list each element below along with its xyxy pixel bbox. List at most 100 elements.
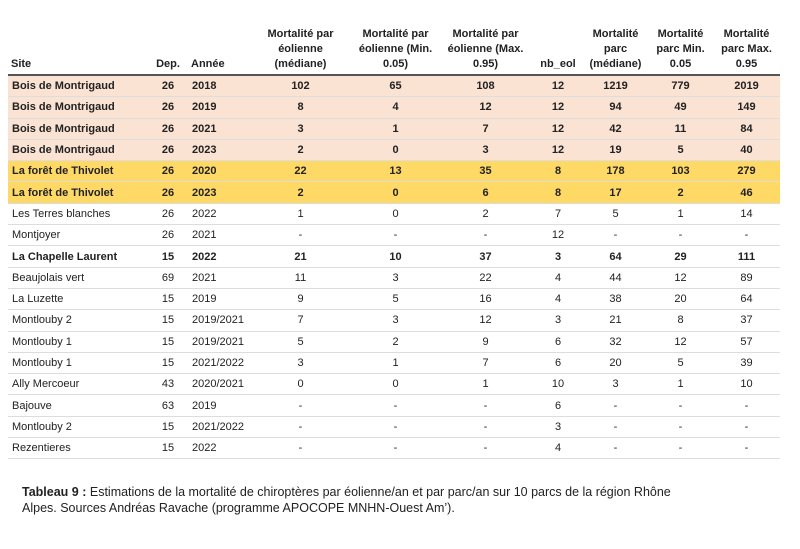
table-cell: 26 [148,181,188,204]
table-cell: Montlouby 2 [8,416,148,439]
table-cell: 26 [148,96,188,119]
table-cell: 7 [248,309,353,332]
table-row: Bois de Montrigaud 26 2018 102 65 108 12 1219 77… [8,75,780,98]
table-cell: - [648,416,713,439]
table-cell: 2020/2021 [188,373,248,396]
table-cell: 63 [148,394,188,417]
column-header: Site [8,0,148,76]
table-cell: - [248,394,353,417]
table-cell: 4 [533,437,583,460]
table-cell: 103 [648,160,713,183]
table-cell: 6 [533,331,583,353]
table-cell: 0 [353,203,438,226]
table-cell: 178 [583,160,648,183]
table-cell: 2021 [188,224,248,247]
table-cell: 1 [353,352,438,375]
table-cell: La Luzette [8,288,148,311]
mortality-table: Site Dep. Année Mortalité par éolienne (méd… [8,0,780,460]
table-cell: 3 [353,267,438,289]
table-cell: 43 [148,373,188,396]
table-body: Bois de Montrigaud 26 2018 102 65 108 12 1219 77… [8,75,780,460]
table-cell: 2023 [188,181,248,204]
table-cell: Bois de Montrigaud [8,96,148,119]
table-cell: 94 [583,96,648,119]
table-cell: 7 [438,118,533,140]
table-cell: 12 [533,75,583,98]
table-cell: 3 [353,309,438,332]
table-cell: 38 [583,288,648,311]
table-row: Bois de Montrigaud 26 2019 8 4 12 12 94 49 149 [8,96,780,119]
table-row: Bois de Montrigaud 26 2021 3 1 7 12 42 11 84 [8,118,780,140]
table-cell: 4 [533,288,583,311]
table-cell: 0 [353,139,438,162]
table-cell: 22 [248,160,353,183]
table-cell: - [648,394,713,417]
table-cell: 6 [533,394,583,417]
table-cell: 149 [713,96,780,119]
table-cell: 2019 [188,96,248,119]
table-cell: - [353,394,438,417]
table-cell: 12 [533,96,583,119]
table-cell: - [713,437,780,460]
table-cell: 3 [438,139,533,162]
table-cell: 49 [648,96,713,119]
table-cell: 2 [438,203,533,226]
header-row: Site Dep. Année Mortalité par éolienne (méd… [8,0,780,76]
table-cell: 3 [533,309,583,332]
table-cell: 20 [583,352,648,375]
table-cell: 15 [148,288,188,311]
table-cell: Montlouby 2 [8,309,148,332]
table-row: La forêt de Thivolet 26 2020 22 13 35 8 178 103 2… [8,160,780,183]
table-cell: 2020 [188,160,248,183]
table-cell: 26 [148,139,188,162]
table-cell: 22 [438,267,533,289]
table-cell: 3 [248,118,353,140]
table-cell: - [438,394,533,417]
column-header: Mortalité par éolienne (Min. 0.05) [353,0,438,76]
table-cell: 8 [648,309,713,332]
table-header: Site Dep. Année Mortalité par éolienne (méd… [8,0,780,76]
table-cell: 3 [533,245,583,268]
table-cell: Rezentieres [8,437,148,460]
table-row: Beaujolais vert 69 2021 11 3 22 4 44 12 89 [8,267,780,289]
table-cell: 1 [353,118,438,140]
table-cell: Beaujolais vert [8,267,148,289]
table-cell: - [353,437,438,460]
table-cell: La Chapelle Laurent [8,245,148,268]
table-cell: 8 [248,96,353,119]
table-cell: 5 [648,352,713,375]
table-cell: 2019 [713,75,780,98]
table-cell: 15 [148,437,188,460]
table-cell: 84 [713,118,780,140]
table-cell: 1 [248,203,353,226]
column-header: Dep. [148,0,188,76]
table-cell: 111 [713,245,780,268]
table-cell: - [648,437,713,460]
table-cell: Ally Mercoeur [8,373,148,396]
table-cell: 65 [353,75,438,98]
table-cell: 17 [583,181,648,204]
table-cell: 21 [248,245,353,268]
table-cell: 108 [438,75,533,98]
table-cell: 29 [648,245,713,268]
table-row: Les Terres blanches 26 2022 1 0 2 7 5 1 14 [8,203,780,226]
table-cell: 64 [583,245,648,268]
table-cell: Montlouby 1 [8,352,148,375]
table-cell: 9 [438,331,533,353]
table-cell: 2 [353,331,438,353]
table-cell: - [648,224,713,247]
table-cell: 2019 [188,394,248,417]
table-cell: 32 [583,331,648,353]
column-header: Mortalité par éolienne (médiane) [248,0,353,76]
table-cell: 5 [353,288,438,311]
table-cell: 37 [438,245,533,268]
table-cell: 12 [533,224,583,247]
table-row: Montlouby 1 15 2021/2022 3 1 7 6 20 5 39 [8,352,780,375]
table-cell: 12 [648,331,713,353]
table-cell: 2021 [188,267,248,289]
table-cell: 26 [148,160,188,183]
table-row: Ally Mercoeur 43 2020/2021 0 0 1 10 3 1 10 [8,373,780,396]
table-cell: Montlouby 1 [8,331,148,353]
table-cell: 46 [713,181,780,204]
